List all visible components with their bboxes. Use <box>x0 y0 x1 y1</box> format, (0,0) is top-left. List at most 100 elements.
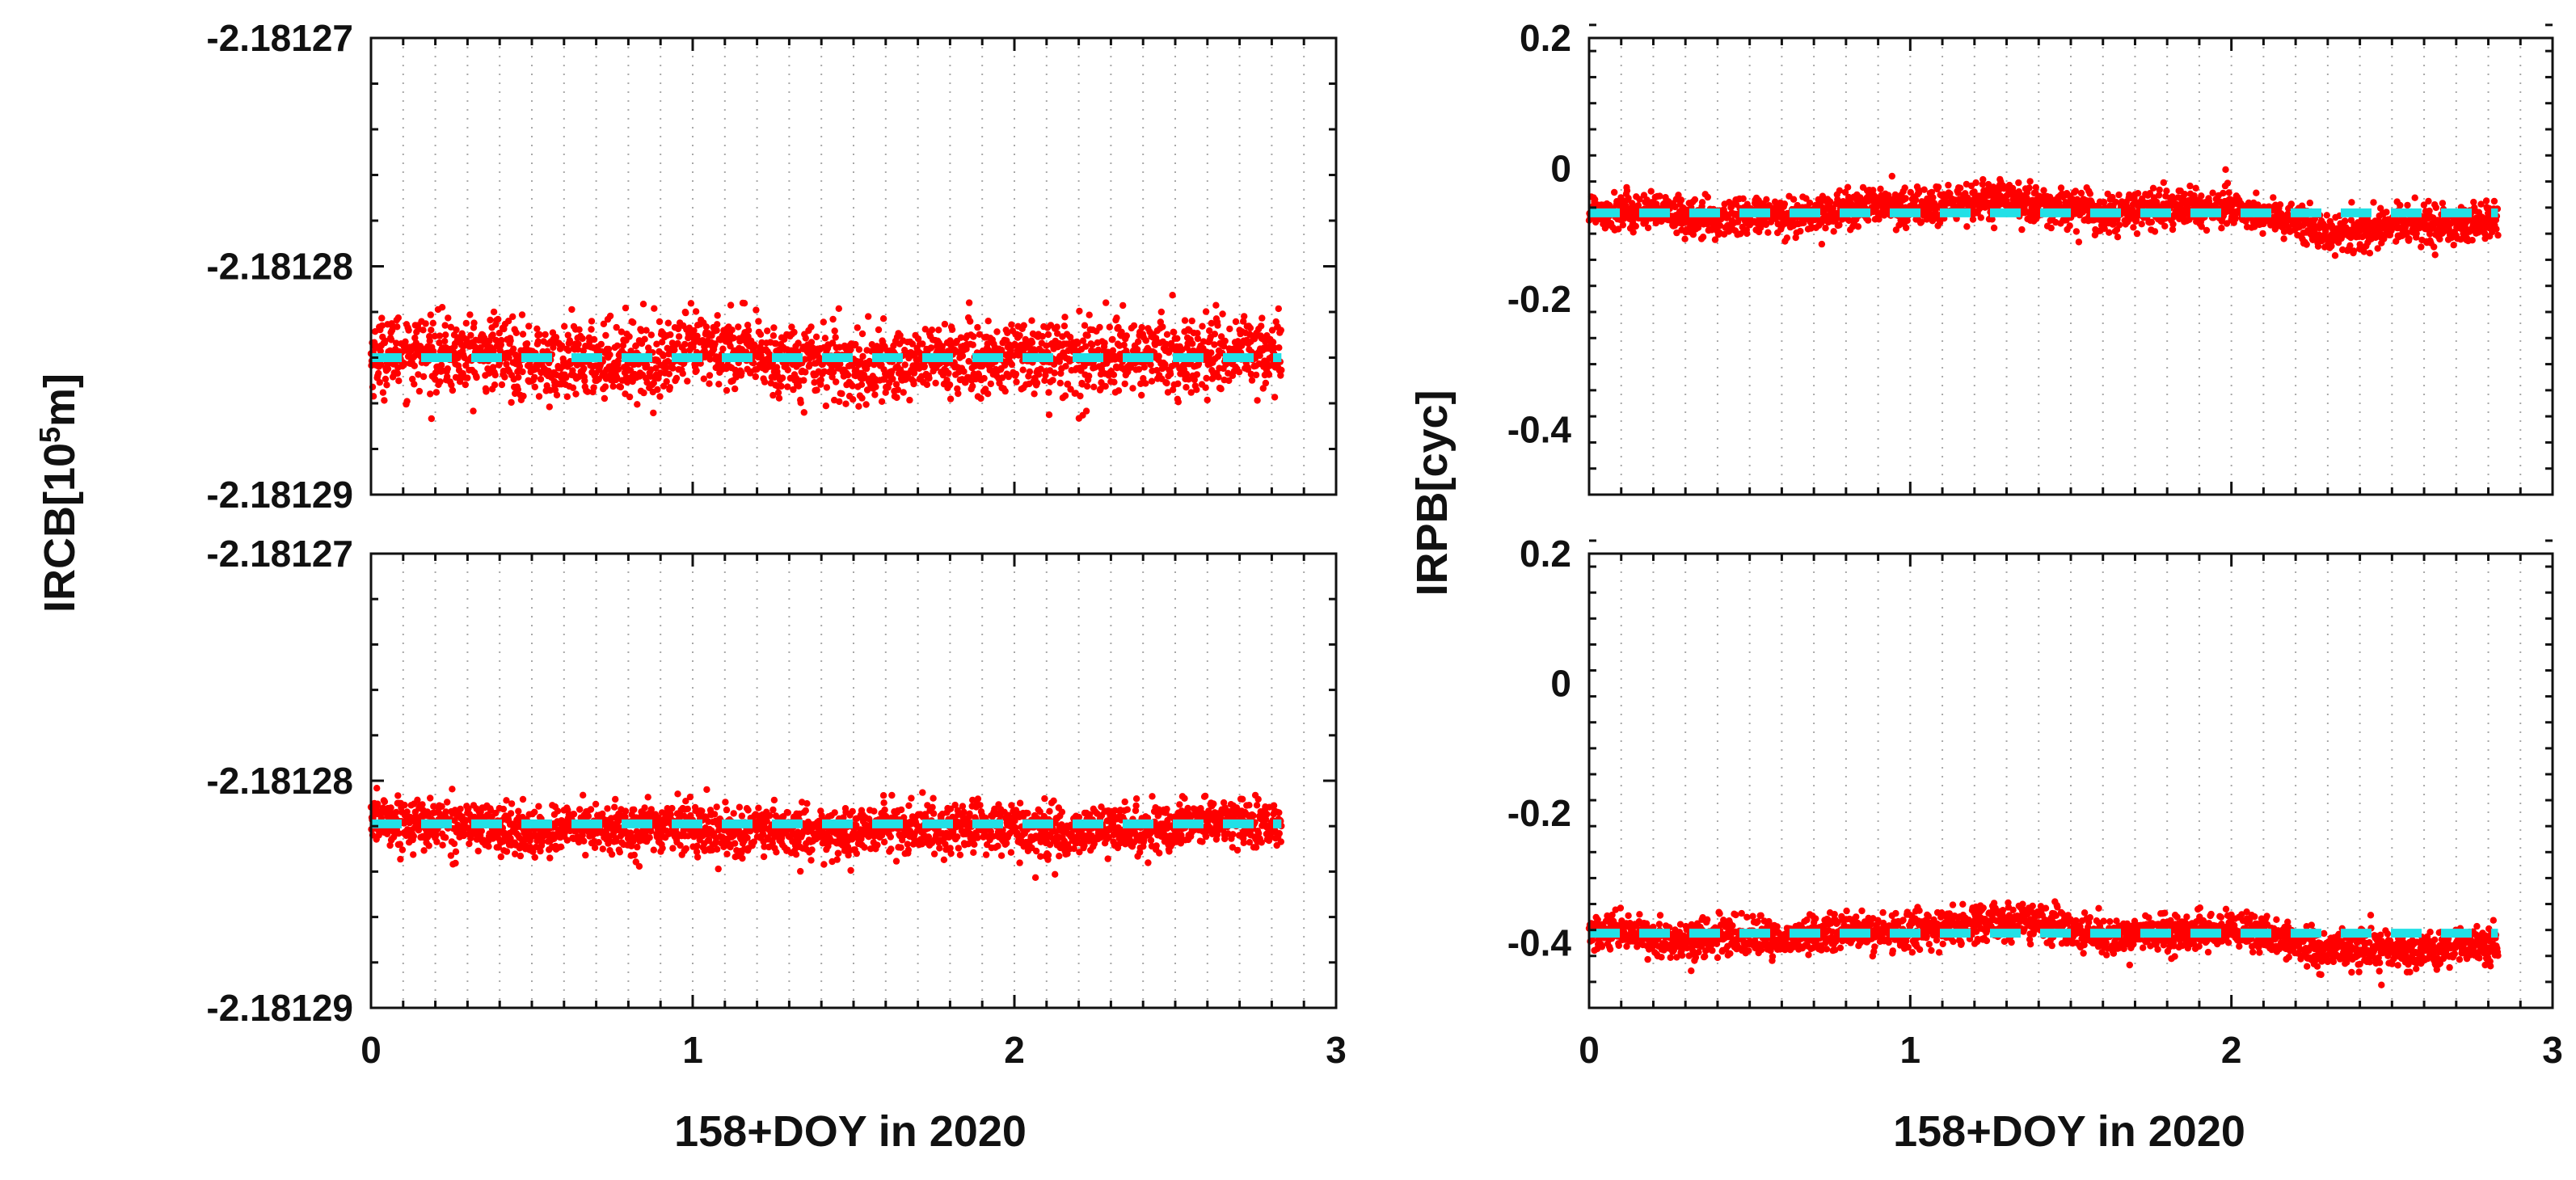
data-point <box>553 391 561 398</box>
data-point <box>1163 379 1170 387</box>
data-point <box>1239 795 1246 803</box>
data-point <box>439 841 446 849</box>
data-point <box>969 341 976 348</box>
data-point <box>882 389 889 396</box>
data-point <box>623 378 631 386</box>
data-point <box>1138 391 1145 399</box>
data-point <box>802 335 809 342</box>
data-point <box>775 394 783 402</box>
data-point <box>1194 330 1201 337</box>
data-point <box>690 327 698 335</box>
data-point <box>411 362 418 369</box>
data-point <box>1134 338 1142 345</box>
data-point <box>682 845 689 853</box>
data-point <box>955 845 963 852</box>
data-point <box>452 848 460 856</box>
data-point <box>630 318 637 327</box>
data-point <box>1201 792 1209 800</box>
data-point <box>764 327 771 335</box>
data-point <box>373 785 381 792</box>
data-point <box>679 370 686 377</box>
data-point <box>1163 331 1171 338</box>
data-point <box>427 794 434 802</box>
y-tick-label: -2.18127 <box>206 17 353 59</box>
data-point <box>505 354 512 361</box>
data-point <box>878 398 886 405</box>
data-point <box>1241 313 1248 320</box>
data-point <box>606 351 613 359</box>
data-point <box>1246 802 1253 809</box>
data-point <box>838 390 845 398</box>
data-point <box>682 309 689 317</box>
data-point <box>784 366 791 373</box>
data-point <box>498 381 506 389</box>
data-point <box>1263 811 1271 818</box>
data-point <box>731 385 739 393</box>
data-point <box>930 794 937 802</box>
data-point <box>667 331 674 339</box>
data-point <box>800 377 807 384</box>
data-point <box>959 352 967 360</box>
data-point <box>715 865 722 873</box>
data-point <box>432 832 440 839</box>
data-point <box>457 805 464 813</box>
data-point <box>545 367 552 375</box>
data-point <box>1082 407 1090 415</box>
data-point <box>984 390 992 398</box>
data-point <box>674 790 681 798</box>
data-point <box>1132 795 1140 803</box>
data-point <box>490 348 497 355</box>
data-point <box>1268 327 1276 334</box>
data-point <box>892 381 900 388</box>
y-tick-label: -2.18129 <box>206 474 353 516</box>
data-point <box>938 343 947 350</box>
data-point <box>941 320 949 328</box>
data-point <box>664 319 672 327</box>
data-point <box>568 306 575 314</box>
data-point <box>444 799 451 806</box>
data-point <box>503 360 510 368</box>
ylabel-left-prefix: IRCB[10 <box>36 443 84 613</box>
data-point <box>580 365 588 373</box>
data-point <box>1004 329 1011 336</box>
data-point <box>1121 380 1128 388</box>
data-point <box>436 332 444 339</box>
data-point <box>398 846 407 853</box>
data-point <box>852 340 859 348</box>
data-point <box>1259 385 1267 392</box>
data-point <box>722 799 729 806</box>
data-point <box>1032 847 1040 855</box>
data-point <box>613 373 621 381</box>
data-point <box>431 332 439 340</box>
data-point <box>427 311 434 318</box>
data-point <box>394 314 402 322</box>
plot-frame <box>369 552 1338 1009</box>
data-point <box>727 343 734 350</box>
data-point <box>681 340 689 348</box>
data-point <box>769 332 778 339</box>
data-point <box>1202 384 1209 391</box>
data-point <box>509 313 516 320</box>
data-point <box>428 327 435 334</box>
data-point <box>1169 292 1176 299</box>
data-point <box>579 335 586 343</box>
data-point <box>817 376 824 384</box>
data-point <box>531 853 538 862</box>
data-point <box>1109 335 1116 343</box>
data-point <box>956 851 964 859</box>
data-point <box>984 318 992 325</box>
data-point <box>1049 377 1056 384</box>
data-point <box>1176 801 1183 808</box>
data-point <box>393 339 400 347</box>
data-point <box>666 384 673 391</box>
data-point <box>887 845 895 853</box>
data-point <box>914 335 922 343</box>
data-point <box>738 369 745 377</box>
data-point <box>887 833 895 841</box>
data-point <box>974 795 982 803</box>
data-point <box>844 371 852 379</box>
data-point <box>797 867 804 875</box>
data-point <box>1214 322 1221 329</box>
data-point <box>706 380 713 387</box>
